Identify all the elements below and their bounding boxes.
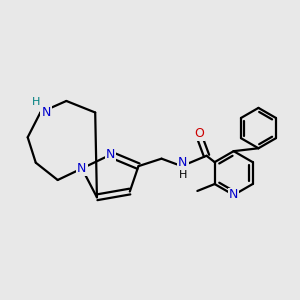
Text: N: N [178,156,188,169]
Text: N: N [229,188,238,202]
Text: H: H [32,97,40,107]
Text: N: N [106,148,116,161]
Text: N: N [41,106,51,119]
Text: N: N [77,162,87,175]
Text: H: H [179,170,187,180]
Text: O: O [194,127,204,140]
